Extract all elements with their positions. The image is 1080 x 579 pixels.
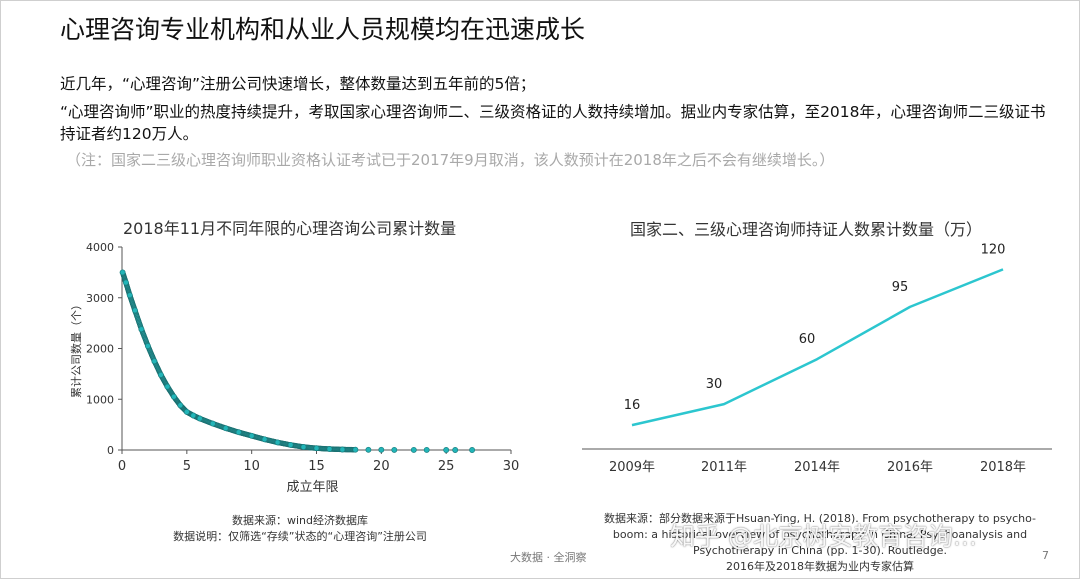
scatter-point <box>391 446 398 453</box>
scatter-point <box>423 446 430 453</box>
x-tick-label: 2009年 <box>609 460 655 475</box>
chart1-source: 数据来源：wind经济数据库 数据说明：仅筛选“存续”状态的“心理咨询”注册公司 <box>130 513 470 545</box>
x-tick-label: 2016年 <box>887 460 933 475</box>
scatter-point <box>209 420 216 427</box>
series-line <box>631 268 1004 427</box>
data-label: 60 <box>799 332 816 347</box>
chart2-source-line: 数据来源：部分数据来源于Hsuan-Ying, H. (2018). From … <box>603 512 1037 525</box>
x-axis-label: 成立年限 <box>286 480 338 495</box>
chart2-title: 国家二、三级心理咨询师持证人数累计数量（万） <box>630 220 983 239</box>
scatter-point <box>287 441 294 448</box>
y-axis-label: 累计公司数量（个） <box>70 299 83 398</box>
chart2-source-line: Psychotherapy in China (pp. 1-30). Routl… <box>693 544 947 557</box>
scatter-point <box>365 446 372 453</box>
y-tick-label: 2000 <box>86 343 114 356</box>
scatter-point <box>119 269 126 276</box>
x-tick-label: 2011年 <box>701 460 747 475</box>
scatter-point <box>352 446 359 453</box>
watermark: 知乎 @北京树安教育咨询... <box>670 522 977 551</box>
scatter-point <box>126 292 133 299</box>
data-label: 30 <box>706 377 723 392</box>
chart2-source-line: 2016年及2018年数据为业内专家估算 <box>726 560 914 573</box>
x-tick-label: 10 <box>243 459 260 474</box>
scatter-point <box>248 432 255 439</box>
scatter-point <box>339 446 346 453</box>
x-tick-label: 0 <box>118 459 126 474</box>
x-tick-label: 20 <box>373 459 390 474</box>
x-tick-label: 2018年 <box>980 460 1026 475</box>
scatter-point <box>177 402 184 409</box>
x-tick-label: 5 <box>183 459 191 474</box>
chart1-title: 2018年11月不同年限的心理咨询公司累计数量 <box>123 219 457 238</box>
scatter-point <box>443 447 450 453</box>
note-paragraph: （注：国家二三级心理咨询师职业资格认证考试已于2017年9月取消，该人数预计在2… <box>66 151 835 169</box>
scatter-point <box>196 415 203 422</box>
intro-paragraph-2: “心理咨询师”职业的热度持续提升，考取国家心理咨询师二、三级资格证的人数持续增加… <box>60 103 1046 143</box>
chart2-source-line: boom: a historical overview of psychothe… <box>612 528 1028 541</box>
scatter-point <box>410 446 417 453</box>
scatter-point <box>469 447 476 453</box>
scatter-point <box>313 445 320 452</box>
scatter-point <box>138 326 145 333</box>
data-label: 95 <box>892 280 909 295</box>
scatter-point <box>183 408 190 415</box>
scatter-point <box>132 307 138 314</box>
data-label: 16 <box>624 398 641 413</box>
scatter-point <box>300 444 307 450</box>
x-tick-label: 2014年 <box>794 460 840 475</box>
scatter-point <box>222 425 229 432</box>
y-tick-label: 0 <box>107 444 114 457</box>
y-tick-label: 1000 <box>86 393 114 406</box>
scatter-point <box>151 358 158 365</box>
x-tick-label: 25 <box>438 459 455 474</box>
scatter-point <box>164 383 171 390</box>
intro-paragraph-1: 近几年，“心理咨询”注册公司快速增长，整体数量达到五年前的5倍； <box>60 75 536 93</box>
y-tick-label: 4000 <box>86 241 114 254</box>
footer-text: 大数据 · 全洞察 <box>510 551 587 564</box>
scatter-point <box>190 412 197 419</box>
scatter-point <box>170 393 177 400</box>
chart2-source: 数据来源：部分数据来源于Hsuan-Ying, H. (2018). From … <box>580 511 1060 575</box>
x-tick-label: 30 <box>503 459 520 474</box>
scatter-point <box>157 371 164 378</box>
scatter-point <box>326 446 333 452</box>
data-label: 120 <box>981 242 1006 257</box>
chart1-source-line: 数据说明：仅筛选“存续”状态的“心理咨询”注册公司 <box>173 530 427 543</box>
scatter-point <box>122 279 129 286</box>
x-tick-label: 15 <box>308 459 325 474</box>
chart1-source-line: 数据来源：wind经济数据库 <box>231 514 368 527</box>
scatter-point <box>261 436 268 443</box>
page-title: 心理咨询专业机构和从业人员规模均在迅速成长 <box>60 15 586 44</box>
scatter-point <box>235 429 242 436</box>
scatter-point <box>378 446 385 453</box>
scatter-point <box>144 343 151 349</box>
y-tick-label: 3000 <box>86 292 114 305</box>
scatter-point <box>274 439 281 446</box>
page-number: 7 <box>1042 549 1049 562</box>
scatter-point <box>452 447 459 453</box>
